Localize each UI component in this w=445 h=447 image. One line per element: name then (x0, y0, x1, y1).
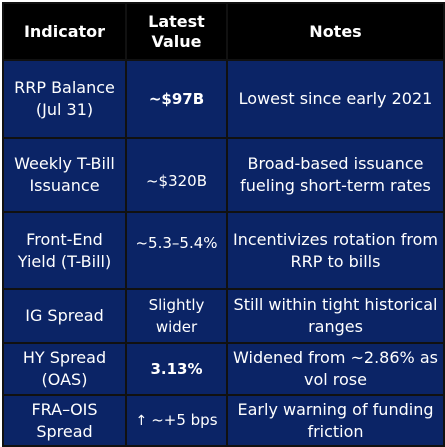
value-cell: 3.13% (125, 342, 228, 396)
header-indicator: Indicator (2, 2, 127, 61)
value-cell: ~$97B (125, 59, 228, 139)
notes-cell: Still within tight historical ranges (226, 288, 445, 344)
indicator-cell: HY Spread (OAS) (2, 342, 127, 396)
header-notes: Notes (226, 2, 445, 61)
value-text: ~$320B (145, 172, 208, 190)
table-row: RRP Balance (Jul 31) ~$97B Lowest since … (2, 59, 445, 139)
value-text: ~+5 bps (151, 411, 218, 429)
up-arrow-icon: ↑ (135, 413, 148, 429)
indicator-cell: RRP Balance (Jul 31) (2, 59, 127, 139)
notes-cell: Widened from ~2.86% as vol rose (226, 342, 445, 396)
header-latest-value: Latest Value (125, 2, 228, 61)
table-row: FRA–OIS Spread ↑ ~+5 bps Early warning of… (2, 394, 445, 447)
indicator-cell: FRA–OIS Spread (2, 394, 127, 447)
value-cell: ↑ ~+5 bps (125, 394, 228, 447)
notes-cell: Early warning of funding friction (226, 394, 445, 447)
indicator-cell: Weekly T-Bill Issuance (2, 137, 127, 213)
indicator-cell: IG Spread (2, 288, 127, 344)
value-cell: ~$320B (125, 137, 228, 213)
notes-cell: Lowest since early 2021 (226, 59, 445, 139)
table-row: Weekly T-Bill Issuance ~$320B Broad-base… (2, 137, 445, 213)
table-row: HY Spread (OAS) 3.13% Widened from ~2.86… (2, 342, 445, 396)
value-cell: ~5.3–5.4% (125, 211, 228, 290)
indicator-cell: Front-End Yield (T-Bill) (2, 211, 127, 290)
notes-cell: Incentivizes rotation from RRP to bills (226, 211, 445, 290)
header-row: Indicator Latest Value Notes (2, 2, 445, 61)
table-row: IG Spread Slightly wider Still within ti… (2, 288, 445, 344)
table-row: Front-End Yield (T-Bill) ~5.3–5.4% Incen… (2, 211, 445, 290)
notes-cell: Broad-based issuance fueling short-term … (226, 137, 445, 213)
value-cell: Slightly wider (125, 288, 228, 344)
value-text: ~5.3–5.4% (135, 233, 218, 252)
